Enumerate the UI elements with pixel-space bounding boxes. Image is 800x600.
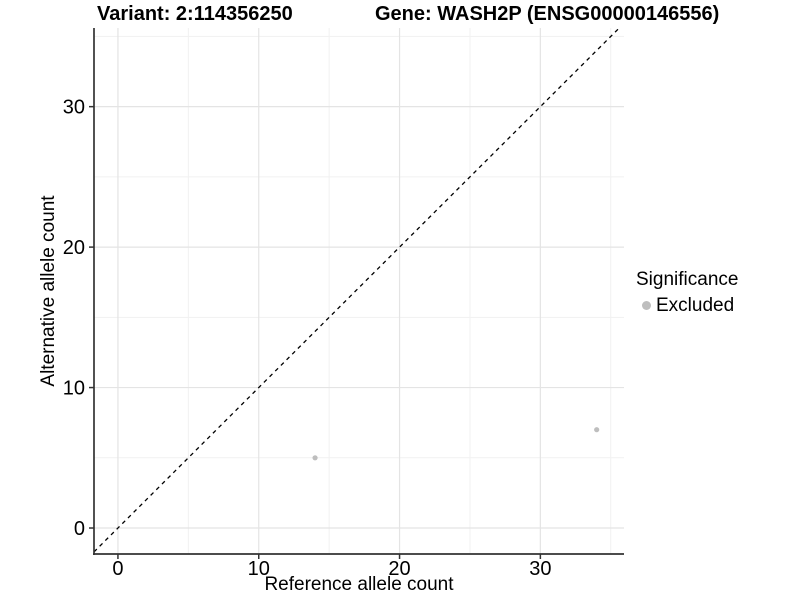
x-tick-label: 20 [388,558,410,580]
data-point [594,427,600,433]
legend-item-excluded: Excluded [636,294,738,317]
x-tick-label: 0 [112,558,123,580]
excluded-point-icon [642,301,651,310]
x-axis-title: Reference allele count [264,574,454,595]
data-point [312,455,318,461]
x-tick-label: 10 [248,558,270,580]
y-tick-label: 20 [63,237,85,259]
y-tick-label: 10 [63,378,85,400]
plot-title-gene: Gene: WASH2P (ENSG00000146556) [375,3,720,25]
y-axis-title: Alternative allele count [38,195,59,387]
legend-item-label: Excluded [656,295,735,316]
identity-line [93,27,620,553]
plot-title-variant: Variant: 2:114356250 [97,3,293,25]
y-tick-label: 30 [63,97,85,119]
y-tick-label: 0 [74,518,85,540]
legend: Significance Excluded [636,268,738,317]
x-tick-label: 30 [529,558,551,580]
legend-title: Significance [636,269,739,290]
